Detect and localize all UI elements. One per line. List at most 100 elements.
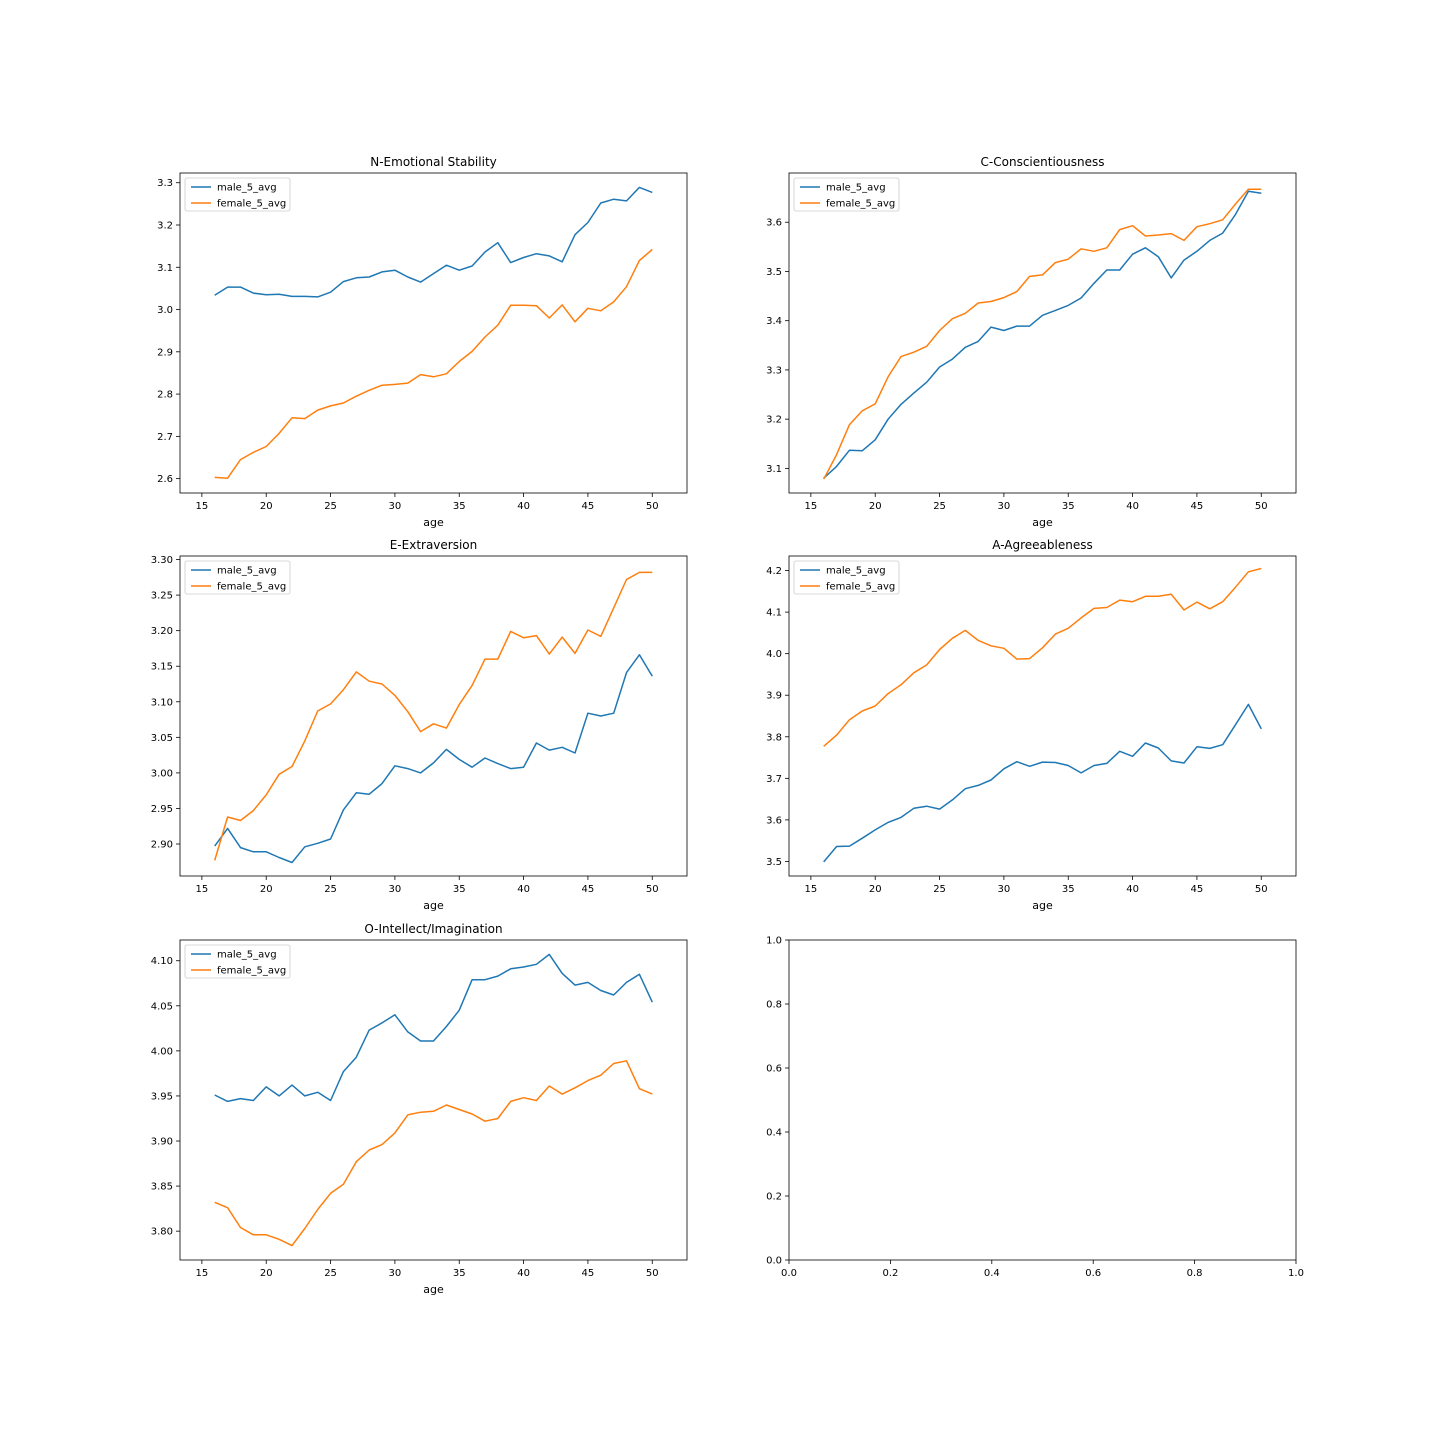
legend-box	[184, 560, 291, 595]
series-line-female-5-avg	[823, 188, 1262, 480]
y-tick-label: 3.2	[766, 415, 782, 426]
x-tick-label: 15	[805, 501, 818, 512]
y-tick-label: 2.90	[151, 840, 173, 851]
y-tick-label: 0.0	[766, 1256, 782, 1267]
x-tick-label: 40	[517, 501, 530, 512]
subplot-4: A-Agreeableness 15 20 25 30 35 40 45 50 3.5 3.6 3.7…	[766, 538, 1297, 912]
y-tick-label: 0.2	[766, 1192, 782, 1203]
y-tick-label: 3.25	[151, 591, 173, 602]
subplot-5: O-Intellect/Imagination 15 20 25 30 35 40 45 50 3…	[151, 922, 688, 1296]
y-tick-label: 3.3	[157, 178, 173, 189]
y-tick-label: 3.80	[151, 1227, 173, 1238]
x-tick-label: 30	[389, 501, 402, 512]
y-tick-label: 1.0	[766, 936, 782, 947]
x-tick-label: 35	[1062, 884, 1075, 895]
x-tick-label: 50	[646, 884, 659, 895]
y-tick-label: 3.1	[157, 263, 173, 274]
y-tick-label: 4.00	[151, 1046, 173, 1057]
axes-frame	[179, 172, 688, 494]
subplot-title: N-Emotional Stability	[370, 155, 497, 169]
y-tick-label: 2.9	[157, 347, 173, 358]
y-tick-label: 3.00	[151, 768, 173, 779]
axes-frame	[788, 172, 1297, 494]
legend-label: female_5_avg	[217, 199, 286, 210]
y-tick-label: 3.0	[157, 305, 173, 316]
y-tick-label: 0.4	[766, 1128, 782, 1139]
series-line-female-5-avg	[214, 1060, 653, 1247]
y-tick-label: 3.5	[766, 857, 782, 868]
legend-label: male_5_avg	[217, 566, 277, 577]
series-line-female-5-avg	[823, 567, 1262, 747]
x-tick-label: 45	[582, 884, 595, 895]
x-tick-label: 45	[582, 1268, 595, 1279]
x-axis-label: age	[1032, 516, 1053, 529]
subplot-title: A-Agreeableness	[992, 538, 1092, 552]
legend: male_5_avg female_5_avg	[184, 560, 291, 595]
x-axis-label: age	[423, 899, 444, 912]
x-tick-label: 25	[324, 501, 337, 512]
legend-box	[793, 560, 900, 595]
y-tick-label: 2.6	[157, 474, 173, 485]
x-tick-label: 30	[389, 1268, 402, 1279]
legend-label: male_5_avg	[826, 183, 886, 194]
x-tick-label: 15	[196, 884, 209, 895]
x-tick-label: 0.4	[984, 1268, 1000, 1279]
x-axis-label: age	[1032, 899, 1053, 912]
legend-label: male_5_avg	[217, 950, 277, 961]
y-tick-label: 3.3	[766, 365, 782, 376]
series-line-male-5-avg	[214, 654, 653, 864]
legend: male_5_avg female_5_avg	[793, 177, 900, 212]
x-tick-label: 25	[324, 1268, 337, 1279]
legend-label: female_5_avg	[217, 966, 286, 977]
x-tick-label: 20	[260, 501, 273, 512]
axes-frame	[179, 939, 688, 1261]
x-tick-label: 30	[998, 884, 1011, 895]
x-tick-label: 0.2	[882, 1268, 898, 1279]
y-tick-label: 0.8	[766, 1000, 782, 1011]
y-tick-label: 3.1	[766, 464, 782, 475]
y-tick-label: 3.85	[151, 1182, 173, 1193]
x-tick-label: 40	[517, 884, 530, 895]
y-tick-label: 4.2	[766, 566, 782, 577]
legend-label: female_5_avg	[826, 582, 895, 593]
x-tick-label: 0.8	[1187, 1268, 1203, 1279]
subplot-3: E-Extraversion 15 20 25 30 35 40 45 50 2.90 2.95 3.…	[151, 538, 688, 912]
legend-label: male_5_avg	[217, 183, 277, 194]
subplot-title: O-Intellect/Imagination	[364, 922, 502, 936]
x-tick-label: 0.6	[1085, 1268, 1101, 1279]
series-line-male-5-avg	[823, 190, 1262, 479]
x-tick-label: 20	[869, 884, 882, 895]
x-tick-label: 35	[1062, 501, 1075, 512]
axes-frame	[179, 555, 688, 877]
legend: male_5_avg female_5_avg	[793, 560, 900, 595]
y-tick-label: 4.05	[151, 1001, 173, 1012]
x-tick-label: 20	[260, 1268, 273, 1279]
x-tick-label: 20	[260, 884, 273, 895]
x-axis-label: age	[423, 516, 444, 529]
x-tick-label: 35	[453, 1268, 466, 1279]
x-tick-label: 50	[1255, 884, 1268, 895]
x-tick-label: 30	[389, 884, 402, 895]
x-tick-label: 15	[196, 501, 209, 512]
legend-label: male_5_avg	[826, 566, 886, 577]
y-tick-label: 3.8	[766, 732, 782, 743]
y-tick-label: 3.6	[766, 218, 782, 229]
x-tick-label: 45	[1191, 501, 1204, 512]
y-tick-label: 2.95	[151, 804, 173, 815]
x-tick-label: 25	[933, 884, 946, 895]
x-tick-label: 1.0	[1288, 1268, 1304, 1279]
subplot-title: C-Conscientiousness	[981, 155, 1105, 169]
x-tick-label: 25	[933, 501, 946, 512]
series-line-female-5-avg	[213, 571, 653, 861]
x-tick-label: 50	[646, 1268, 659, 1279]
x-tick-label: 15	[805, 884, 818, 895]
subplot-2: C-Conscientiousness 15 20 25 30 35 40 45 50 3.1 3.…	[766, 155, 1297, 529]
y-tick-label: 4.10	[151, 956, 173, 967]
series-line-male-5-avg	[823, 703, 1262, 863]
legend-label: female_5_avg	[826, 199, 895, 210]
y-tick-label: 0.6	[766, 1064, 782, 1075]
x-tick-label: 50	[1255, 501, 1268, 512]
y-tick-label: 3.15	[151, 662, 173, 673]
y-tick-label: 3.5	[766, 267, 782, 278]
x-tick-label: 30	[998, 501, 1011, 512]
